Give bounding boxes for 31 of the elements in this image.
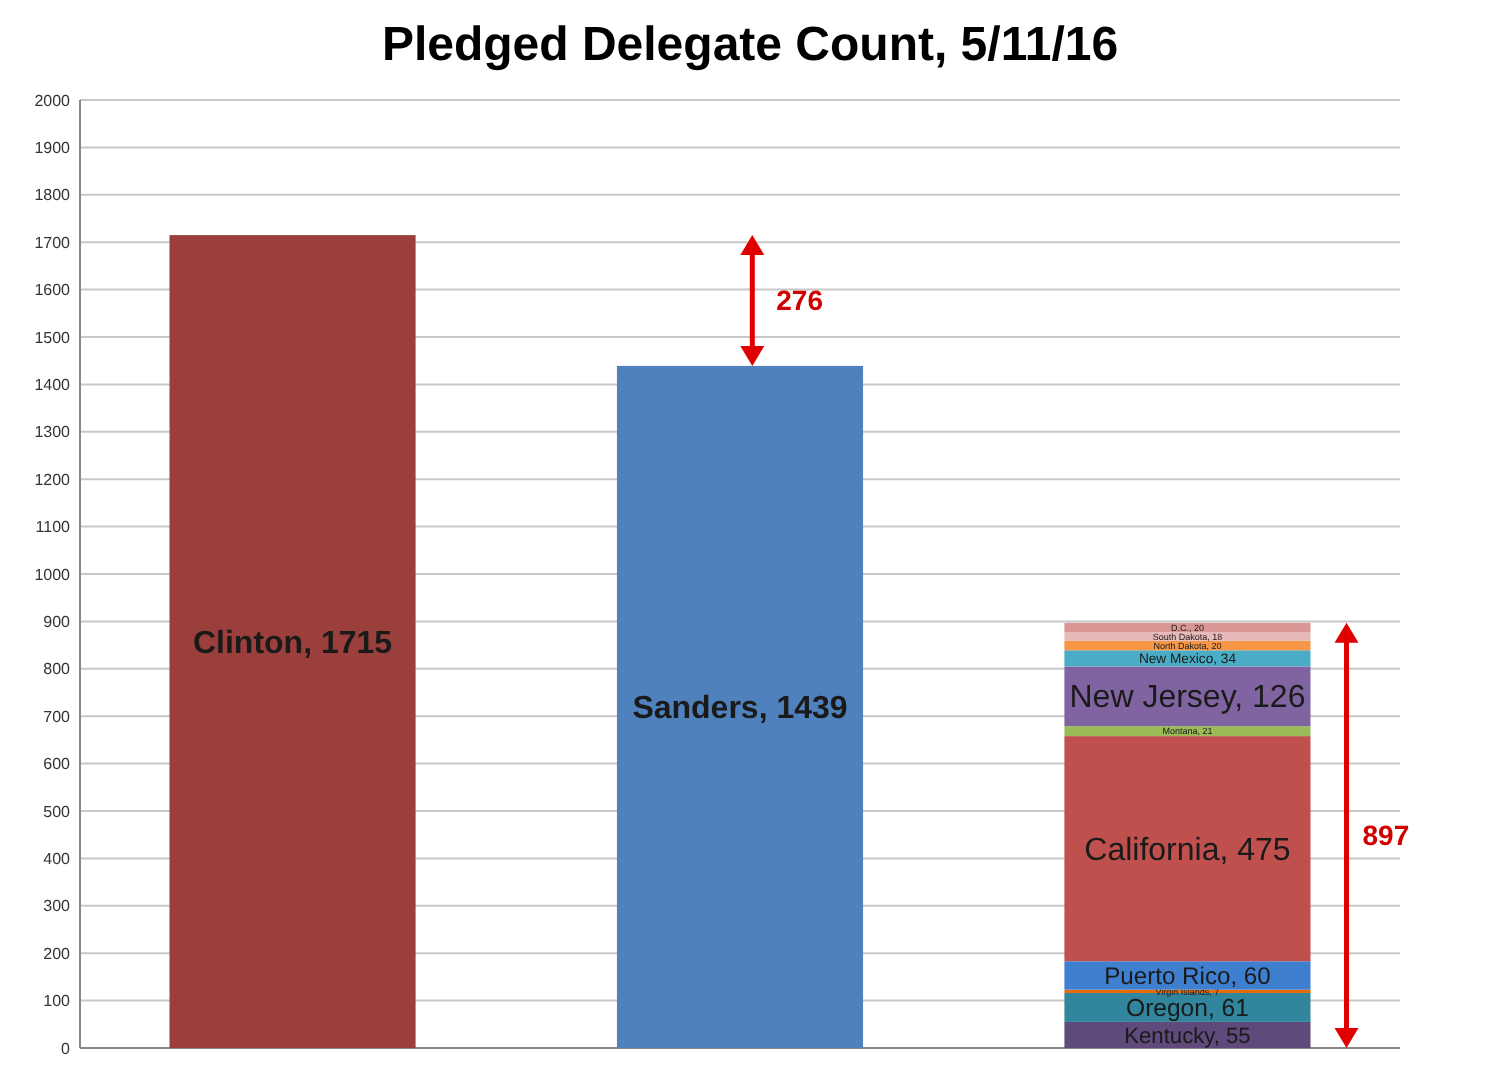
y-tick-label: 1500 <box>34 328 72 347</box>
annotation: 897 <box>1362 819 1410 852</box>
y-tick-label: 400 <box>43 850 72 868</box>
y-tick-label: 1700 <box>34 233 72 252</box>
y-tick-label: 900 <box>43 613 72 631</box>
chart-title: Pledged Delegate Count, 5/11/16 <box>381 18 1119 72</box>
y-tick-label: 1900 <box>34 139 72 157</box>
data-label: Oregon, 61 <box>1126 994 1250 1023</box>
y-tick-label: 1400 <box>34 376 72 394</box>
y-tick-label: 500 <box>43 802 72 821</box>
data-label: Sanders, 1439 <box>632 692 848 727</box>
y-tick-label: 700 <box>43 707 72 726</box>
annotation: 276 <box>776 284 824 317</box>
y-tick-label: 1100 <box>35 518 72 537</box>
data-label: Puerto Rico, 60 <box>1104 961 1272 990</box>
y-tick-label: 1600 <box>34 281 72 300</box>
data-label: California, 475 <box>1084 833 1291 868</box>
y-tick-label: 1800 <box>34 186 72 205</box>
y-tick-label: 1000 <box>34 565 72 584</box>
y-tick-label: 800 <box>43 660 72 679</box>
y-tick-label: 100 <box>43 992 72 1011</box>
data-label: Kentucky, 55 <box>1124 1024 1251 1049</box>
y-tick-label: 300 <box>43 897 72 916</box>
data-label: Clinton, 1715 <box>192 626 393 661</box>
y-tick-label: 1300 <box>34 423 72 442</box>
y-tick-label: 1200 <box>34 470 72 489</box>
y-tick-label: 0 <box>61 1039 72 1058</box>
y-tick-label: 2000 <box>34 91 72 110</box>
y-tick-label: 200 <box>43 944 72 963</box>
y-tick-label: 600 <box>43 755 72 774</box>
data-label: New Jersey, 126 <box>1069 681 1306 716</box>
